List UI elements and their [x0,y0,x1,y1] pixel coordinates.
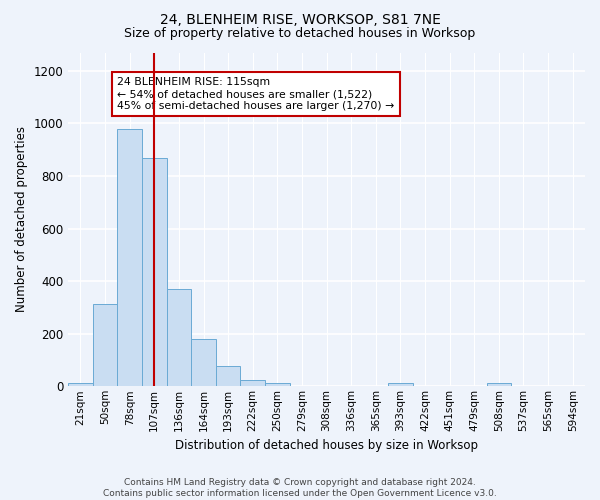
X-axis label: Distribution of detached houses by size in Worksop: Distribution of detached houses by size … [175,440,478,452]
Y-axis label: Number of detached properties: Number of detached properties [15,126,28,312]
Bar [118,129,142,386]
Bar [142,158,167,386]
Text: Size of property relative to detached houses in Worksop: Size of property relative to detached ho… [124,28,476,40]
Text: 24 BLENHEIM RISE: 115sqm
← 54% of detached houses are smaller (1,522)
45% of sem: 24 BLENHEIM RISE: 115sqm ← 54% of detach… [118,78,395,110]
Bar [487,383,511,386]
Bar [265,382,290,386]
Text: Contains HM Land Registry data © Crown copyright and database right 2024.
Contai: Contains HM Land Registry data © Crown c… [103,478,497,498]
Bar [68,382,93,386]
Bar [216,366,241,386]
Bar [167,290,191,386]
Text: 24, BLENHEIM RISE, WORKSOP, S81 7NE: 24, BLENHEIM RISE, WORKSOP, S81 7NE [160,12,440,26]
Bar [191,339,216,386]
Bar [241,380,265,386]
Bar [388,384,413,386]
Bar [93,304,118,386]
